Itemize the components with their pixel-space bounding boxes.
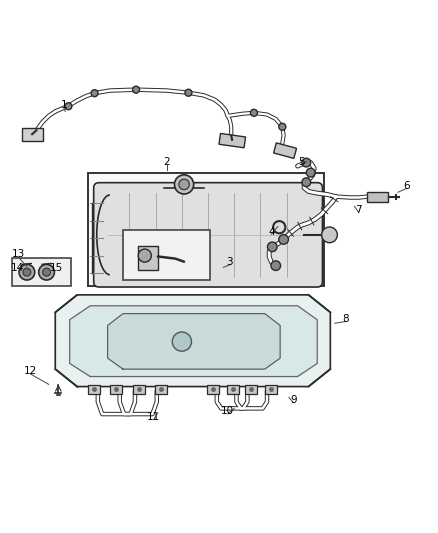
Text: 8: 8 xyxy=(343,314,349,324)
Bar xyxy=(138,246,158,270)
Bar xyxy=(155,385,167,394)
Text: 1: 1 xyxy=(61,100,67,110)
Text: 13: 13 xyxy=(11,249,25,259)
Text: 9: 9 xyxy=(290,394,297,405)
Text: 11: 11 xyxy=(147,412,160,422)
Bar xyxy=(207,385,219,394)
Circle shape xyxy=(65,103,72,110)
Circle shape xyxy=(174,175,194,194)
Bar xyxy=(21,128,42,141)
Polygon shape xyxy=(70,306,317,376)
Bar xyxy=(88,173,324,286)
Bar xyxy=(227,385,239,394)
Text: 3: 3 xyxy=(226,257,233,267)
Circle shape xyxy=(279,123,286,130)
FancyBboxPatch shape xyxy=(94,183,322,287)
Bar xyxy=(88,385,100,394)
Circle shape xyxy=(42,268,50,276)
Circle shape xyxy=(321,227,337,243)
Text: 6: 6 xyxy=(403,181,410,191)
Polygon shape xyxy=(108,313,280,369)
Bar xyxy=(12,258,71,286)
Text: 4: 4 xyxy=(268,227,275,237)
Bar xyxy=(265,385,277,394)
Circle shape xyxy=(172,332,191,351)
Bar xyxy=(133,385,145,394)
Bar xyxy=(123,230,210,280)
Bar xyxy=(219,133,246,148)
Circle shape xyxy=(23,268,31,276)
Circle shape xyxy=(306,168,315,177)
Circle shape xyxy=(279,235,288,244)
Circle shape xyxy=(185,89,192,96)
Text: 15: 15 xyxy=(49,263,63,273)
Text: 7: 7 xyxy=(355,205,362,215)
Circle shape xyxy=(179,179,189,190)
Polygon shape xyxy=(55,295,330,386)
Text: 10: 10 xyxy=(221,407,234,416)
Bar xyxy=(274,143,297,158)
Text: 14: 14 xyxy=(11,263,24,273)
Circle shape xyxy=(19,264,35,280)
Circle shape xyxy=(251,109,258,116)
Bar xyxy=(110,385,122,394)
Circle shape xyxy=(91,90,98,96)
Text: 2: 2 xyxy=(163,157,170,167)
Circle shape xyxy=(302,178,311,187)
Text: 5: 5 xyxy=(299,157,305,167)
Circle shape xyxy=(133,86,140,93)
Bar xyxy=(367,192,388,202)
Circle shape xyxy=(271,261,281,270)
Text: 12: 12 xyxy=(24,366,37,376)
Bar xyxy=(245,385,258,394)
Circle shape xyxy=(302,158,311,167)
Circle shape xyxy=(268,242,277,252)
Circle shape xyxy=(39,264,54,280)
Circle shape xyxy=(138,249,151,262)
